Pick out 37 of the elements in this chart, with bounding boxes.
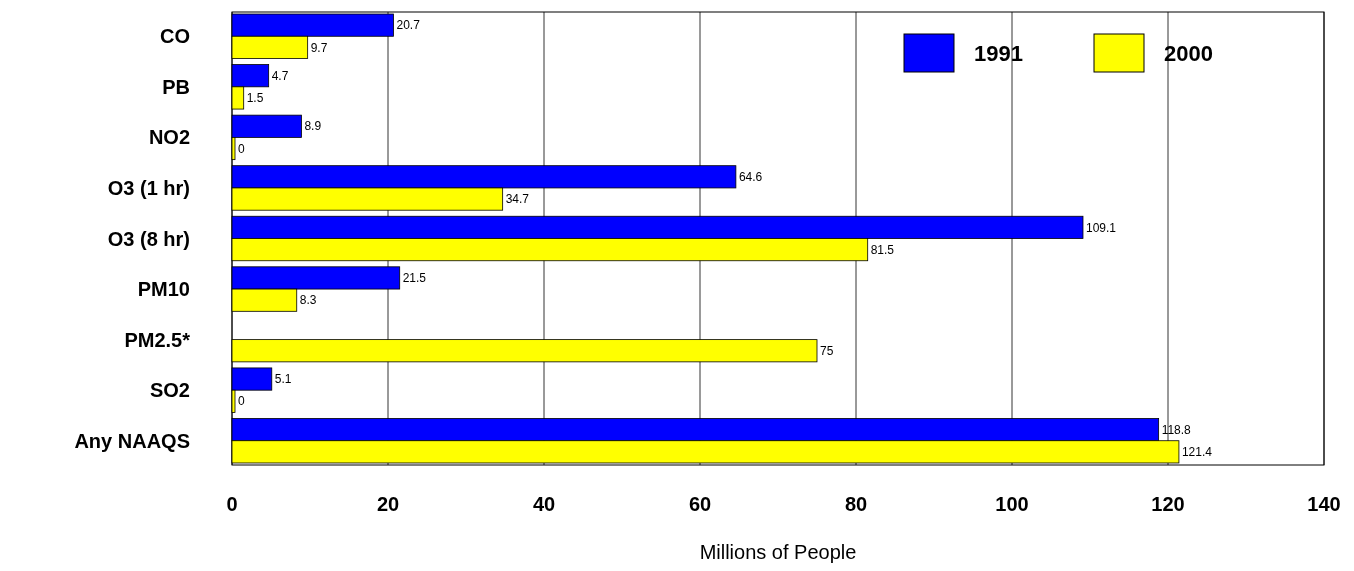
y-tick-label: NO2 — [148, 126, 190, 149]
x-tick-label: 100 — [995, 493, 1029, 515]
x-tick-label: 40 — [532, 493, 556, 515]
data-label: 75 — [820, 343, 834, 358]
data-label: 8.9 — [304, 119, 322, 134]
data-label: 81.5 — [870, 242, 895, 257]
y-tick-label: PB — [162, 75, 190, 98]
y-tick-label: CO — [160, 25, 190, 48]
x-tick-label: 0 — [226, 493, 238, 515]
x-tick-label: 140 — [1307, 493, 1341, 515]
legend-label: 2000 — [1164, 40, 1213, 66]
data-label: 64.6 — [738, 170, 763, 185]
y-tick-label: O3 (1 hr) — [107, 176, 190, 199]
x-axis-title: Millions of People — [699, 541, 857, 563]
y-tick-label: PM2.5* — [124, 328, 191, 351]
x-tick-label: 20 — [376, 493, 400, 515]
x-tick-label: 120 — [1151, 493, 1185, 515]
data-label: 118.8 — [1161, 422, 1192, 437]
data-label: 5.1 — [274, 372, 292, 387]
data-label: 0 — [238, 394, 245, 409]
data-label: 0 — [238, 141, 245, 156]
data-label: 4.7 — [271, 68, 289, 83]
y-tick-label: PM10 — [137, 278, 190, 301]
y-tick-label: O3 (8 hr) — [107, 227, 190, 250]
data-label: 1.5 — [246, 91, 264, 106]
data-label: 34.7 — [505, 192, 530, 207]
x-tick-label: 80 — [844, 493, 868, 515]
y-tick-label: SO2 — [149, 379, 190, 402]
data-label: 21.5 — [402, 271, 427, 286]
data-label: 9.7 — [310, 40, 328, 55]
data-label: 8.3 — [299, 293, 317, 308]
y-tick-label: Any NAAQS — [74, 429, 190, 452]
data-label: 121.4 — [1181, 445, 1213, 460]
data-label: 109.1 — [1085, 220, 1117, 235]
legend-label: 1991 — [974, 40, 1023, 66]
x-tick-label: 60 — [688, 493, 712, 515]
data-label: 20.7 — [396, 18, 421, 33]
